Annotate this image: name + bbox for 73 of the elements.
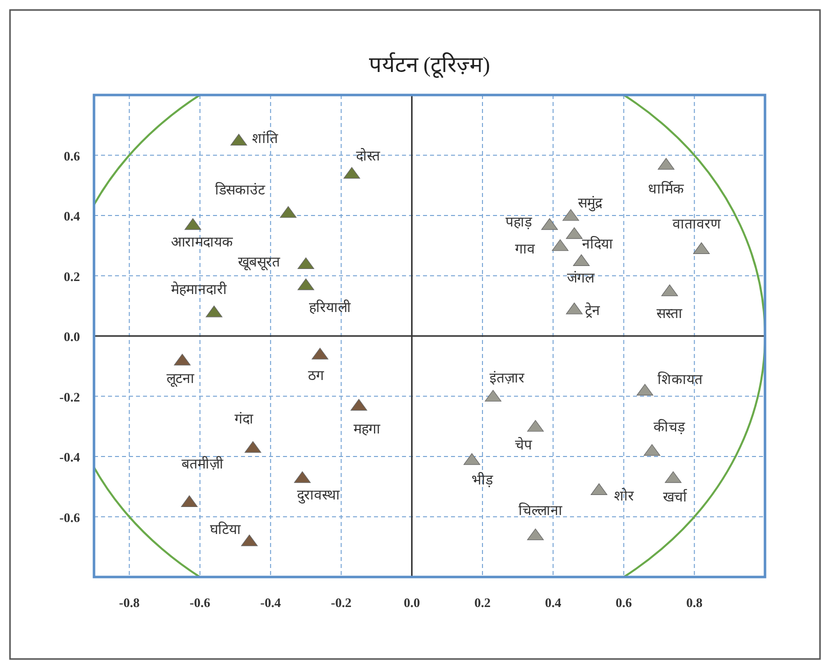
x-tick-label: -0.6 — [190, 595, 211, 610]
point — [298, 278, 314, 290]
y-tick-label: -0.6 — [59, 510, 80, 525]
annotation: गंदा — [234, 411, 254, 428]
point — [294, 471, 311, 483]
point — [573, 254, 590, 266]
annotation: ट्रेन — [584, 302, 600, 319]
annotation: दोस्त — [356, 147, 381, 164]
point — [644, 444, 660, 456]
point — [244, 441, 262, 453]
y-tick-label: 0.4 — [64, 208, 80, 224]
annotation: चेप — [514, 436, 533, 454]
annotation: खूबसूरत — [238, 256, 281, 271]
y-tick-label: -0.4 — [59, 450, 80, 464]
point — [350, 398, 368, 411]
y-tick-label: 0.2 — [64, 268, 80, 284]
point — [184, 218, 202, 230]
point — [181, 495, 198, 507]
annotation: समुंद्र — [578, 196, 603, 212]
annotation: डिसकाउंट — [215, 181, 266, 198]
annotation: घटिया — [210, 520, 241, 538]
x-tick-label: 0.4 — [544, 595, 562, 610]
point — [541, 218, 558, 230]
point — [312, 348, 328, 360]
y-tick-label: 0.0 — [64, 329, 80, 344]
annotation: सस्ता — [656, 306, 683, 322]
point — [206, 306, 222, 318]
annotation: मेहमानदारी — [171, 280, 228, 298]
annotation: गाव — [515, 242, 536, 258]
x-tick-label: -0.8 — [119, 595, 140, 610]
point — [464, 453, 480, 465]
annotation: कीचड़ — [653, 418, 686, 436]
annotation: दुरावस्था — [296, 488, 340, 505]
point — [693, 242, 710, 254]
chart-title: पर्यटन (टूरिज़्म) — [368, 52, 490, 79]
annotation: महगा — [353, 422, 380, 438]
point — [664, 471, 682, 483]
annotation: खर्चा — [663, 488, 688, 506]
annotation: शोर — [614, 488, 634, 505]
point — [241, 534, 258, 546]
annotation: आरामदायक — [170, 236, 233, 251]
x-tick-label: -0.2 — [330, 595, 352, 610]
annotation: जंगल — [566, 270, 595, 287]
annotation: चिल्लाना — [518, 502, 562, 519]
annotation: वातावरण — [672, 218, 722, 233]
x-tick-label: 0.0 — [404, 595, 420, 610]
annotation: हरियाली — [308, 298, 351, 316]
annotation: धार्मिक — [648, 180, 684, 198]
point — [298, 257, 314, 269]
point — [661, 284, 678, 296]
point — [552, 239, 568, 251]
annotation: शिकायत — [657, 371, 704, 388]
y-tick-label: 0.6 — [64, 148, 80, 164]
point — [527, 420, 544, 432]
annotation: इंतज़ार — [490, 370, 525, 386]
x-tick-label: -0.4 — [260, 595, 282, 610]
annotation: भीड़ — [471, 472, 494, 489]
point — [658, 158, 674, 170]
x-tick-label: 0.6 — [616, 595, 632, 610]
annotation: पहाड़ — [506, 216, 533, 231]
annotation: ठग — [308, 369, 326, 384]
point — [344, 167, 360, 179]
annotation: बतमीज़ी — [181, 456, 224, 473]
annotation: नदिया — [582, 236, 613, 253]
x-tick-label: 0.2 — [474, 595, 491, 610]
point — [590, 483, 608, 495]
point — [636, 384, 654, 396]
point — [527, 528, 544, 540]
y-tick-label: -0.2 — [59, 389, 80, 404]
x-tick-label: 0.8 — [686, 595, 703, 610]
annotation: शांति — [252, 130, 279, 148]
point — [484, 390, 502, 402]
annotation: लूटना — [166, 372, 194, 388]
